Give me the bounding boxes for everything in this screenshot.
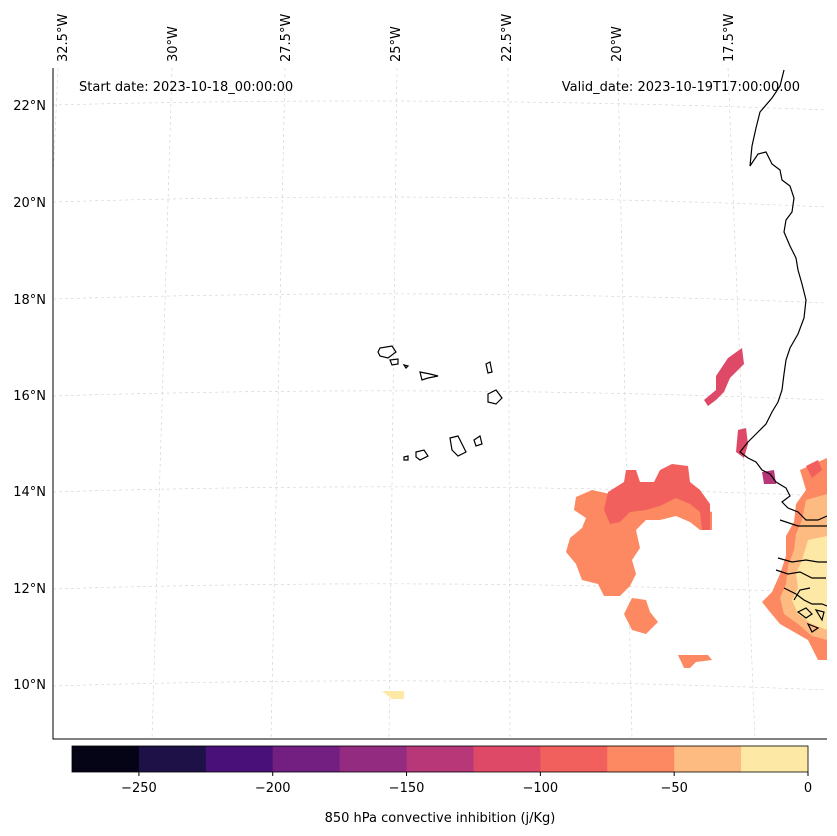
meridian-20w xyxy=(617,68,633,739)
parallel-14n xyxy=(53,486,827,497)
colorbar-tick-label: −150 xyxy=(389,781,425,796)
coast-guinea-bissau xyxy=(775,569,826,579)
cin-contours xyxy=(382,348,827,699)
axes-frame xyxy=(52,68,827,740)
colorbar-segment xyxy=(540,746,608,772)
island-sal xyxy=(485,361,493,374)
cin-field-east-4 xyxy=(806,460,822,478)
parallel-20n xyxy=(53,196,827,208)
island-santo-antao xyxy=(377,345,397,359)
colorbar-label: 850 hPa convective inhibition (j/Kg) xyxy=(325,811,556,826)
island-sao-nicolau xyxy=(419,371,439,381)
colorbar-segment xyxy=(674,746,742,772)
meridian-27-5w xyxy=(270,68,286,739)
island-santa-luzia xyxy=(402,364,410,369)
lat-label: 22°N xyxy=(13,99,46,114)
island-brava xyxy=(403,455,409,461)
cin-field-inner-band xyxy=(604,464,710,530)
cin-field-small-south xyxy=(678,655,712,668)
island-fogo xyxy=(415,449,429,461)
coast-south xyxy=(783,587,827,607)
colorbar-frame xyxy=(71,745,809,773)
cin-field-coast-patch-1 xyxy=(704,348,744,406)
lon-label: 32.5°W xyxy=(56,14,71,62)
gridlines xyxy=(53,68,827,739)
colorbar-tick-label: 0 xyxy=(804,781,812,796)
colorbar-segment xyxy=(72,746,140,772)
colorbar-segment xyxy=(339,746,408,772)
coast-estuary-1 xyxy=(779,519,827,527)
lat-label: 10°N xyxy=(13,678,46,693)
lon-label: 20°W xyxy=(610,26,625,62)
colorbar-segment xyxy=(138,746,207,772)
lat-label: 16°N xyxy=(13,389,46,404)
cin-field-south-spot xyxy=(624,598,658,634)
coast-gulf xyxy=(793,587,811,601)
cin-field-coast-patch-2 xyxy=(736,428,748,458)
lon-label: 27.5°W xyxy=(279,14,294,62)
meridian-25w xyxy=(388,68,398,739)
coast-gambia xyxy=(777,557,827,563)
colorbar-segment xyxy=(406,746,474,772)
island-maio xyxy=(473,435,483,447)
longitude-labels: 32.5°W 30°W 27.5°W 25°W 22.5°W 20°W 17.5… xyxy=(56,14,737,62)
lat-label: 18°N xyxy=(13,293,46,308)
colorbar-tick-label: −100 xyxy=(523,781,559,796)
colorbar-segment xyxy=(272,746,341,772)
parallel-10n xyxy=(53,680,827,691)
colorbar-tick-label: −250 xyxy=(121,781,157,796)
lon-label: 25°W xyxy=(389,26,404,62)
lat-label: 14°N xyxy=(13,485,46,500)
meridian-17-5w xyxy=(727,68,756,739)
island-boa-vista xyxy=(487,389,503,405)
lon-label: 17.5°W xyxy=(722,14,737,62)
colorbar: −250 −200 −150 −100 −50 0 xyxy=(71,745,812,796)
lat-label: 12°N xyxy=(13,582,46,597)
meridian-30w xyxy=(151,68,173,739)
parallel-18n xyxy=(53,293,827,304)
lon-label: 30°W xyxy=(166,26,181,62)
island-sao-vicente xyxy=(389,358,399,366)
parallel-22n xyxy=(53,100,827,111)
colorbar-tick-label: −200 xyxy=(255,781,291,796)
africa-coastline xyxy=(739,69,827,521)
colorbar-tick-label: −50 xyxy=(660,781,687,796)
lon-label: 22.5°W xyxy=(500,14,515,62)
cin-field-coast-patch-3 xyxy=(762,470,776,484)
meridian-32-5w xyxy=(53,68,59,181)
latitude-labels: 22°N 20°N 18°N 16°N 14°N 12°N 10°N xyxy=(13,99,46,693)
coast-islands-bijagos xyxy=(796,607,825,633)
lat-label: 20°N xyxy=(13,196,46,211)
island-santiago xyxy=(449,435,467,457)
valid-date-label: Valid_date: 2023-10-19T17:00:00.00 xyxy=(562,80,800,95)
parallel-16n xyxy=(53,390,827,401)
colorbar-segment xyxy=(741,746,809,772)
cin-field-sw-yellow xyxy=(382,691,404,699)
colorbar-segment xyxy=(473,746,541,772)
cin-field-west-blob xyxy=(566,488,712,596)
parallel-12n xyxy=(53,583,827,594)
meridian-22-5w xyxy=(507,68,511,739)
cin-field-east-3 xyxy=(792,536,827,630)
colorbar-segment xyxy=(607,746,675,772)
colorbar-segment xyxy=(205,746,274,772)
coastlines xyxy=(377,69,827,633)
start-date-label: Start date: 2023-10-18_00:00:00 xyxy=(79,80,293,95)
